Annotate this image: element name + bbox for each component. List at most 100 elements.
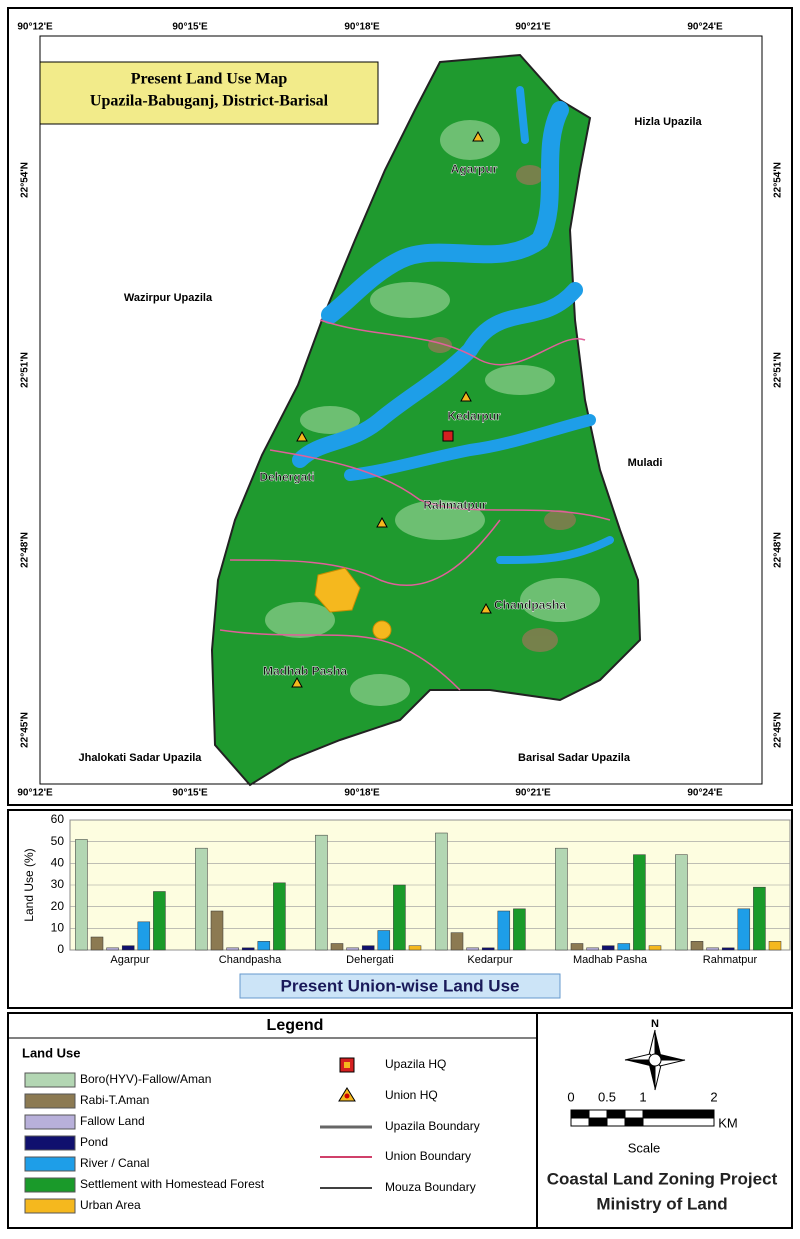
credit: Coastal Land Zoning Project bbox=[547, 1169, 778, 1188]
legend-swatch bbox=[24, 1114, 76, 1130]
bar bbox=[377, 930, 391, 951]
north-label: N bbox=[651, 1018, 659, 1030]
bar bbox=[633, 854, 646, 951]
chart-title: Present Union-wise Land Use bbox=[281, 976, 520, 995]
bar bbox=[721, 947, 735, 951]
y-tick-label: 30 bbox=[51, 877, 65, 891]
bar bbox=[137, 921, 151, 951]
x-tick-label: Dehergati bbox=[346, 954, 394, 966]
bar bbox=[450, 932, 464, 951]
legend-symbol-label: Mouza Boundary bbox=[385, 1180, 476, 1194]
neighbor-label: Wazirpur Upazila bbox=[124, 292, 213, 304]
bar bbox=[315, 834, 328, 951]
latitude-label: 22°51'N bbox=[20, 352, 31, 388]
legend-swatch bbox=[24, 1177, 76, 1193]
bar bbox=[408, 945, 422, 951]
y-tick-label: 60 bbox=[51, 812, 65, 826]
map-labels: 90°12'E 90°12'E 90°15'E 90°15'E 90°18'E 90°18… bbox=[17, 22, 783, 799]
bar bbox=[586, 947, 599, 951]
bar bbox=[466, 947, 479, 951]
legend-label: River / Canal bbox=[80, 1156, 149, 1170]
legend-label: Rabi-T.Aman bbox=[80, 1093, 149, 1107]
neighbor-label: Jhalokati Sadar Upazila bbox=[79, 752, 203, 764]
legend-symbol-label: Union Boundary bbox=[385, 1149, 471, 1163]
x-tick-label: Kedarpur bbox=[467, 954, 513, 966]
hq-markers bbox=[291, 130, 492, 688]
bar bbox=[75, 839, 88, 951]
bar bbox=[241, 947, 255, 951]
bar bbox=[675, 854, 688, 951]
bar bbox=[121, 945, 135, 951]
longitude-label: 90°24'E bbox=[687, 22, 723, 33]
bar bbox=[481, 947, 495, 951]
scale-unit: KM bbox=[718, 1115, 738, 1130]
legend-swatch bbox=[24, 1198, 76, 1214]
union-label: Agarpur bbox=[451, 162, 498, 176]
chart: 0 10 20 30 40 50 60 Agarpur Chandpasha Dehergati K… bbox=[51, 812, 790, 966]
bar bbox=[435, 832, 448, 951]
neighbor-label: Muladi bbox=[628, 457, 663, 469]
map-area bbox=[210, 53, 642, 787]
union-label: Rahmatpur bbox=[423, 498, 487, 512]
title-box bbox=[39, 61, 379, 125]
scale-bar bbox=[570, 1109, 715, 1127]
bar bbox=[210, 910, 224, 951]
y-tick-label: 50 bbox=[51, 834, 65, 848]
neighbor-label: Hizla Upazila bbox=[634, 116, 702, 128]
bar bbox=[706, 947, 719, 951]
longitude-label: 90°12'E bbox=[17, 788, 53, 799]
legend-symbol-label: Upazila HQ bbox=[385, 1057, 446, 1071]
bar bbox=[106, 947, 119, 951]
scale-tick-label: 2 bbox=[710, 1089, 717, 1104]
legend-swatch bbox=[24, 1093, 76, 1109]
longitude-label: 90°24'E bbox=[687, 788, 723, 799]
latitude-label: 22°51'N bbox=[773, 352, 784, 388]
bar bbox=[768, 941, 782, 951]
union-label: Dehergati bbox=[259, 470, 314, 484]
legend-symbols bbox=[320, 1057, 372, 1189]
map-title: Present Land Use Map bbox=[131, 71, 288, 88]
bar bbox=[257, 941, 271, 951]
chart-title-box bbox=[239, 973, 561, 999]
longitude-label: 90°12'E bbox=[17, 22, 53, 33]
x-tick-label: Chandpasha bbox=[219, 954, 282, 966]
bar bbox=[690, 941, 704, 951]
legend-label: Fallow Land bbox=[80, 1114, 145, 1128]
north-arrow bbox=[624, 1029, 686, 1091]
legend-heading: Land Use bbox=[22, 1045, 81, 1060]
legend-label: Boro(HYV)-Fallow/Aman bbox=[80, 1072, 211, 1086]
y-tick-label: 10 bbox=[51, 921, 65, 935]
legend-symbol-label: Upazila Boundary bbox=[385, 1119, 480, 1133]
bar bbox=[273, 882, 286, 951]
y-tick-label: 40 bbox=[51, 856, 65, 870]
bar bbox=[513, 908, 526, 951]
latitude-label: 22°48'N bbox=[20, 532, 31, 568]
neighbor-label: Barisal Sadar Upazila bbox=[518, 752, 631, 764]
bar bbox=[153, 891, 166, 951]
crop-patches bbox=[265, 120, 600, 706]
bar bbox=[330, 943, 344, 951]
credit: Ministry of Land bbox=[596, 1194, 727, 1213]
x-tick-label: Madhab Pasha bbox=[573, 954, 648, 966]
union-label: Kedarpur bbox=[447, 409, 501, 423]
bar bbox=[497, 910, 511, 951]
bar bbox=[226, 947, 239, 951]
scale-tick-label: 0 bbox=[567, 1089, 574, 1104]
bar bbox=[361, 945, 375, 951]
bar bbox=[195, 847, 208, 951]
legend-title: Legend bbox=[267, 1017, 324, 1034]
latitude-label: 22°48'N bbox=[773, 532, 784, 568]
longitude-label: 90°21'E bbox=[515, 788, 551, 799]
latitude-label: 22°45'N bbox=[773, 712, 784, 748]
urban-area bbox=[314, 567, 392, 640]
bar bbox=[601, 945, 615, 951]
scale-tick-label: 0.5 bbox=[598, 1089, 616, 1104]
legend-label: Settlement with Homestead Forest bbox=[80, 1177, 265, 1191]
longitude-label: 90°21'E bbox=[515, 22, 551, 33]
y-axis-label: Land Use (%) bbox=[22, 848, 36, 921]
bar bbox=[90, 936, 104, 951]
legend-symbol-label: Union HQ bbox=[385, 1088, 438, 1102]
bar bbox=[570, 943, 584, 951]
longitude-label: 90°18'E bbox=[344, 788, 380, 799]
scale-tick-label: 1 bbox=[639, 1089, 646, 1104]
